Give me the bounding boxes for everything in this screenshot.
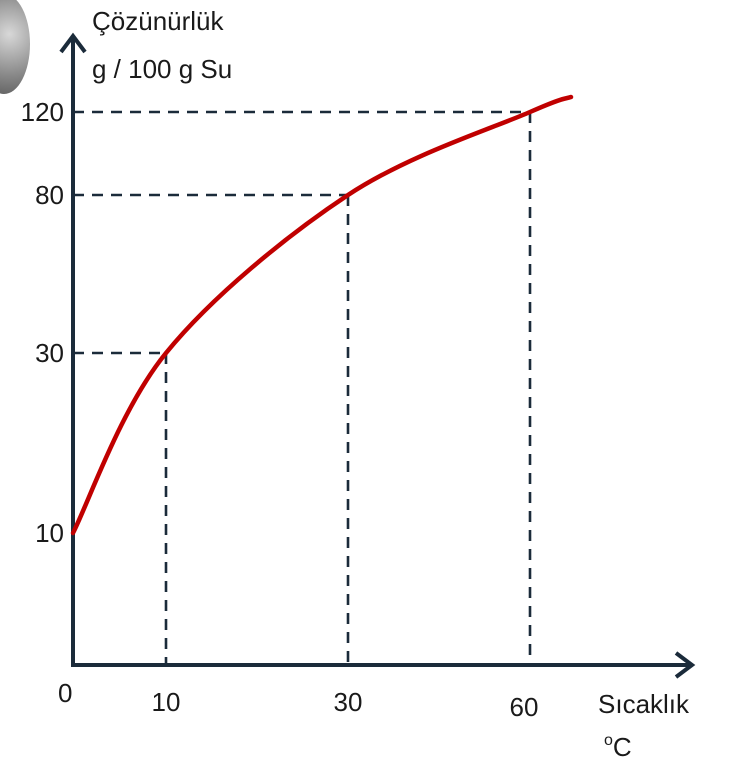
x-tick-label-10: 10 [152, 687, 181, 717]
axes [59, 32, 696, 679]
y-tick-label-80: 80 [35, 180, 64, 210]
y-axis-label-line1: Çözünürlük [92, 6, 225, 36]
y-axis-label-line2: g / 100 g Su [92, 54, 232, 84]
celsius-unit: C [613, 732, 632, 761]
origin-label: 0 [58, 678, 72, 708]
solubility-curve [70, 94, 574, 536]
x-tick-labels: 10 30 60 [152, 687, 539, 722]
y-axis-arrow-icon [59, 32, 87, 54]
x-axis-arrow-icon [674, 651, 696, 679]
guide-lines [73, 110, 532, 665]
y-tick-labels: 10 30 80 120 [21, 97, 64, 548]
x-axis-label-line1: Sıcaklık [598, 689, 690, 719]
degree-symbol: o [604, 732, 613, 749]
y-tick-label-10: 10 [35, 518, 64, 548]
y-tick-label-120: 120 [21, 97, 64, 127]
x-axis-label-line2: oC [604, 732, 632, 761]
x-tick-label-60: 60 [510, 692, 539, 722]
x-tick-label-30: 30 [334, 687, 363, 717]
y-tick-label-30: 30 [35, 338, 64, 368]
